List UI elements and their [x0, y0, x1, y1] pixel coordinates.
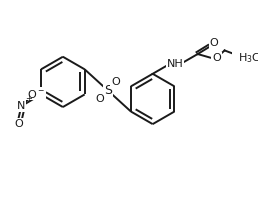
Text: O: O: [14, 119, 23, 129]
Text: O$^-$: O$^-$: [27, 87, 45, 99]
Text: S: S: [104, 84, 112, 97]
Text: O: O: [95, 94, 104, 104]
Text: +: +: [25, 94, 32, 103]
Text: O: O: [111, 77, 120, 87]
Text: H$_3$C: H$_3$C: [238, 51, 258, 65]
Text: O: O: [209, 38, 218, 48]
Text: O: O: [212, 53, 221, 63]
Text: NH: NH: [167, 59, 183, 69]
Text: N: N: [17, 101, 26, 111]
